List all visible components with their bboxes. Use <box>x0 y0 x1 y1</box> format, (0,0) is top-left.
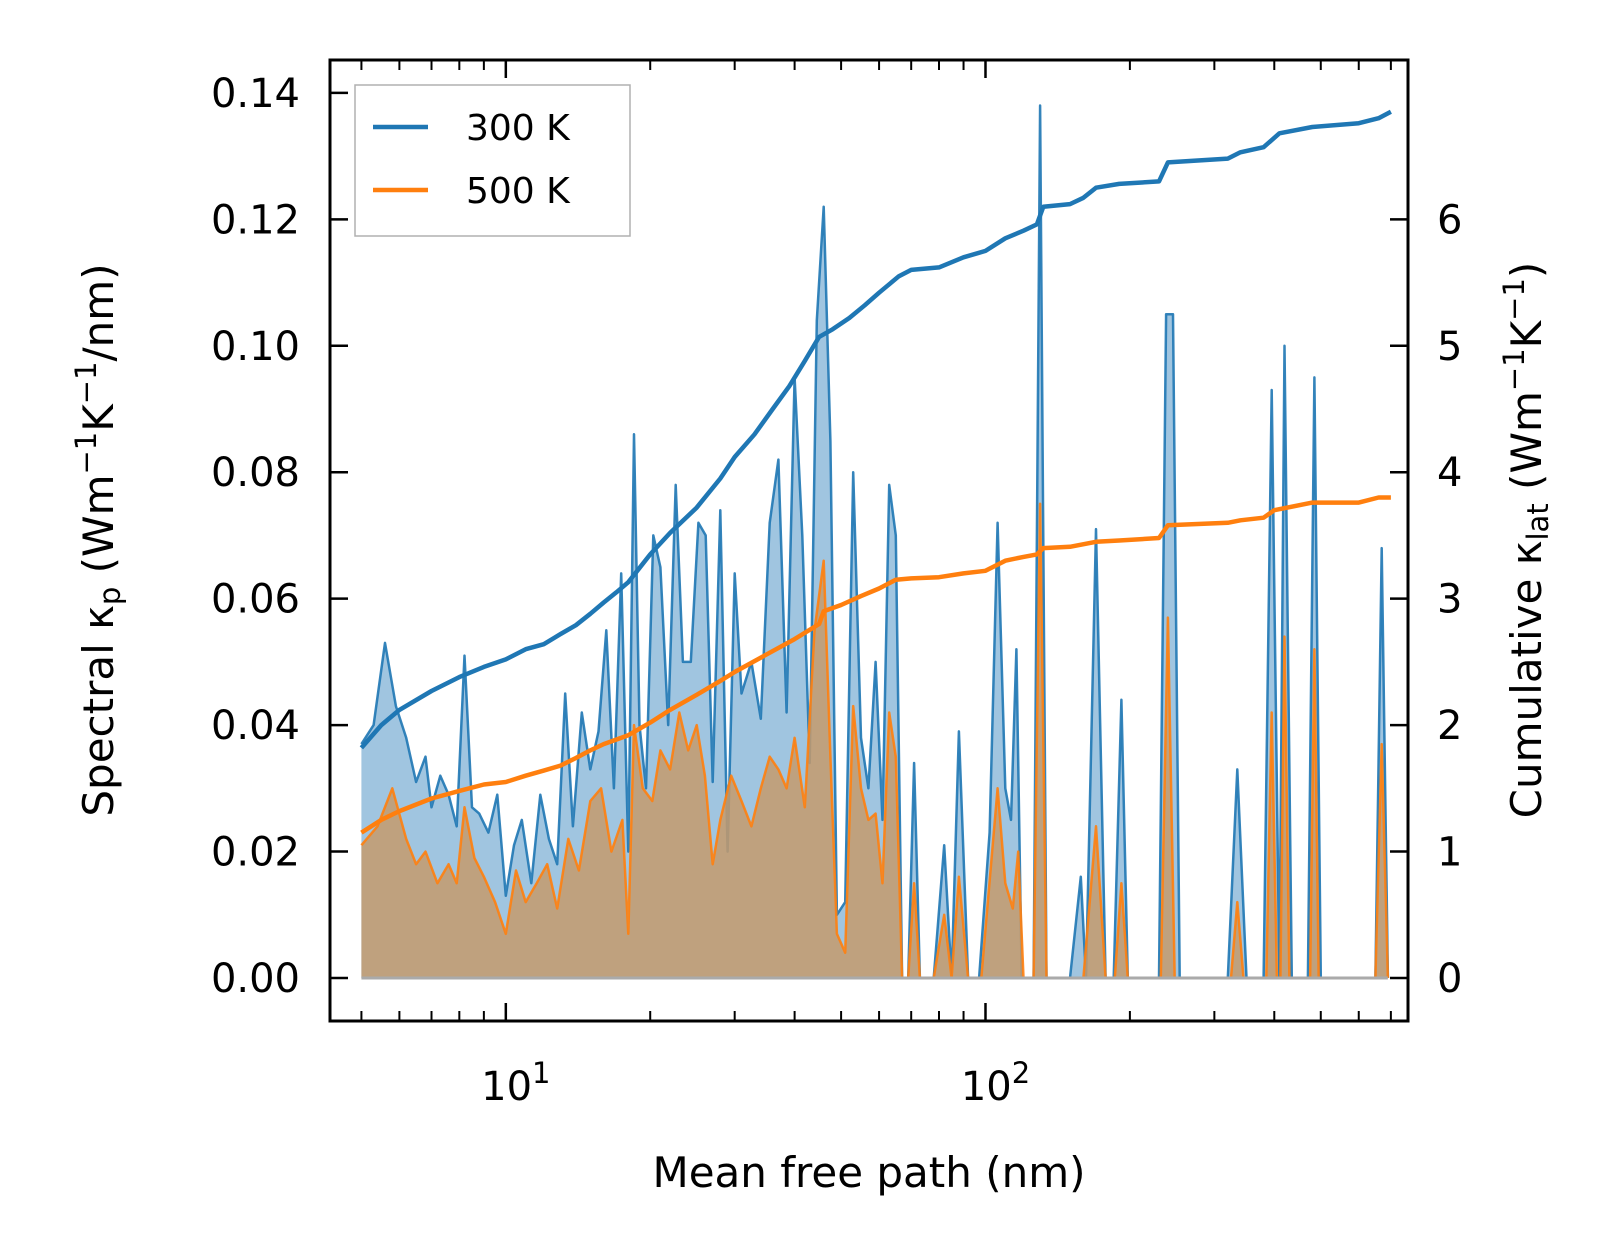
y-left-title-sup2: −1 <box>69 361 103 404</box>
y-right-title-sup1: −1 <box>1497 348 1531 391</box>
y-left-title-sub: p <box>93 587 127 605</box>
y-left-title-open: (Wm <box>74 475 123 587</box>
y-right-title-sub: lat <box>1521 503 1555 540</box>
y-left-tick-label: 0.00 <box>211 956 300 1002</box>
series-lines <box>359 109 1392 835</box>
x-tick-label: 101 <box>481 1056 550 1110</box>
spectral-line-500k <box>360 502 1390 980</box>
y-left-tick-label: 0.14 <box>211 71 300 117</box>
y-right-title-sup2: −1 <box>1497 278 1531 321</box>
y-right-title-open: (Wm <box>1502 391 1551 503</box>
y-right-tick-label: 3 <box>1437 577 1462 623</box>
y-right-tick-label: 0 <box>1437 956 1462 1002</box>
y-right-title-mid: K <box>1502 319 1551 348</box>
spectral-line-300k <box>360 104 1390 980</box>
y-right-tick-label: 5 <box>1437 324 1462 370</box>
y-right-tick-label: 6 <box>1437 197 1462 243</box>
y-left-tick-label: 0.12 <box>211 197 300 243</box>
y-right-title-close: ) <box>1502 262 1551 278</box>
spectral-area-300k <box>361 105 1388 978</box>
axis-ticks <box>330 60 1408 1021</box>
y-right-title-base: Cumulative κ <box>1502 541 1551 819</box>
y-left-title-base: Spectral κ <box>74 605 123 817</box>
y-left-title-close: /nm) <box>74 263 123 361</box>
y-left-title-sup1: −1 <box>69 432 103 475</box>
x-tick-label: 102 <box>961 1056 1030 1110</box>
axis-tick-labels: 101 102 0.00 0.02 0.04 0.06 0.08 0.10 0.12 0.14 0 1… <box>211 71 1463 1110</box>
legend-label-500k: 500 K <box>466 171 571 212</box>
x-axis-title: Mean free path (nm) <box>652 1148 1085 1197</box>
legend-box <box>354 84 631 237</box>
legend: 300 K 500 K <box>354 84 631 237</box>
spectral-area-500k <box>361 503 1388 978</box>
y-left-tick-label: 0.02 <box>211 830 300 876</box>
y-left-tick-label: 0.06 <box>211 577 300 623</box>
plot-frame <box>328 58 1410 1023</box>
spectral-fills <box>360 104 1390 980</box>
cumulative-line-500k <box>360 495 1391 835</box>
y-axis-left-title: Spectral κp (Wm−1K−1/nm) <box>69 263 127 816</box>
y-left-tick-label: 0.10 <box>211 324 300 370</box>
y-axis-right-title: Cumulative κlat (Wm−1K−1) <box>1497 262 1555 819</box>
y-left-title-mid: K <box>74 403 123 432</box>
y-right-tick-label: 4 <box>1437 450 1462 496</box>
cumulative-line-300k <box>359 109 1392 750</box>
y-left-tick-label: 0.08 <box>211 450 300 496</box>
y-right-tick-label: 2 <box>1437 703 1462 749</box>
y-left-tick-label: 0.04 <box>211 703 300 749</box>
y-right-tick-label: 1 <box>1437 830 1462 876</box>
legend-label-300k: 300 K <box>466 108 571 149</box>
